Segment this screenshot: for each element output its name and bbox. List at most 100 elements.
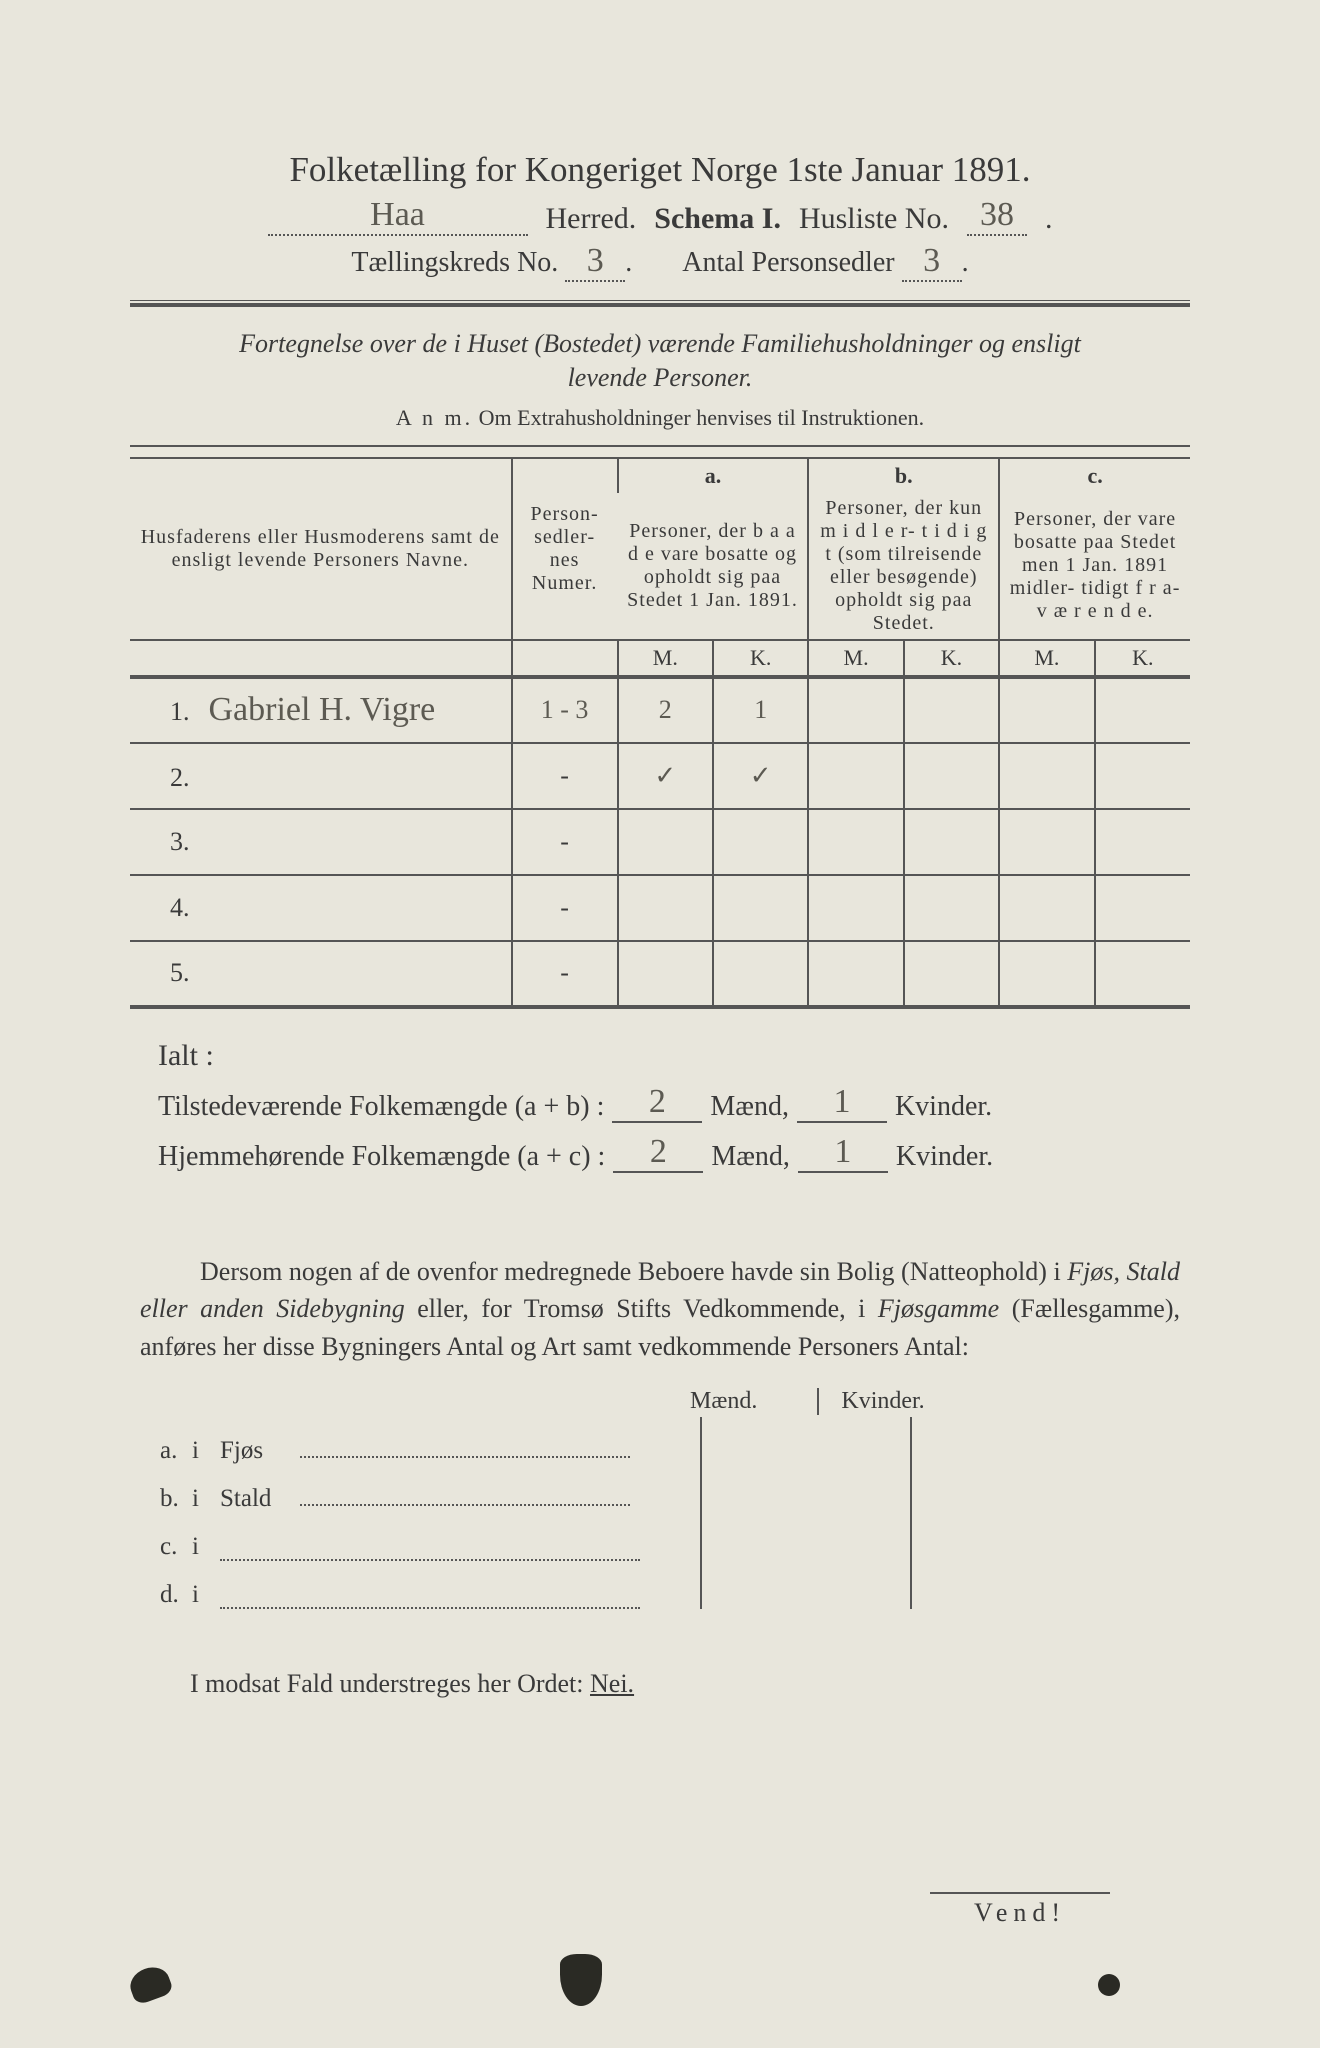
row-num: 1 - 3 — [512, 677, 618, 743]
ialt-label: Ialt : — [130, 1039, 1190, 1073]
kvinder-label-2: Kvinder. — [896, 1141, 993, 1173]
header-line-2: Haa Herred. Schema I. Husliste No. 38. — [130, 196, 1190, 236]
row-label: 1. — [170, 697, 202, 727]
d-i: i — [192, 1581, 220, 1609]
herred-name-field: Haa — [268, 196, 528, 236]
antal-no-field: 3 — [902, 242, 962, 282]
row-cM — [999, 677, 1094, 743]
c-label: c. — [160, 1533, 192, 1561]
row-cM — [999, 743, 1094, 809]
census-form-page: Folketælling for Kongeriget Norge 1ste J… — [0, 0, 1320, 2048]
table-row: 1. Gabriel H. Vigre 1 - 3 2 1 — [130, 677, 1190, 743]
sublist-row-d: d. i — [160, 1561, 1190, 1609]
b-txt: Stald — [220, 1485, 300, 1513]
b-dots — [300, 1484, 630, 1506]
kreds-no-field: 3 — [565, 242, 625, 282]
nei-text: I modsat Fald understreges her Ordet: — [190, 1669, 590, 1698]
c-i: i — [192, 1533, 220, 1561]
main-title: Folketælling for Kongeriget Norge 1ste J… — [130, 150, 1190, 190]
a-dots — [300, 1436, 630, 1458]
table-abc-row: Husfaderens eller Husmoderens samt de en… — [130, 458, 1190, 493]
col-b-header: Personer, der kun m i d l e r- t i d i g… — [808, 493, 999, 640]
row-bK — [904, 677, 999, 743]
paper-damage-icon — [560, 1954, 602, 2006]
row-bK — [904, 743, 999, 809]
hjemme-label: Hjemmehørende Folkemængde (a + c) : — [158, 1141, 605, 1173]
anm-line: A n m. Om Extrahusholdninger henvises ti… — [130, 405, 1190, 431]
c-K: K. — [1095, 640, 1190, 677]
row-label: 5. — [170, 958, 202, 988]
maend-label-2: Mænd, — [711, 1141, 790, 1173]
hjemme-maend: 2 — [613, 1133, 703, 1173]
husliste-no-field: 38 — [967, 196, 1027, 236]
row-aM: 2 — [618, 677, 713, 743]
a-txt: Fjøs — [220, 1437, 300, 1465]
kvinder-label-1: Kvinder. — [895, 1091, 992, 1123]
tilstede-label: Tilstedeværende Folkemængde (a + b) : — [158, 1091, 604, 1123]
table-mk-row: M. K. M. K. M. K. — [130, 640, 1190, 677]
sublist-row-b: b. i Stald — [160, 1465, 1190, 1513]
c-M: M. — [999, 640, 1094, 677]
row-aK: 1 — [713, 677, 808, 743]
b-K: K. — [904, 640, 999, 677]
herred-label: Herred. — [546, 202, 637, 236]
col-b-abc: b. — [808, 458, 999, 493]
a-K: K. — [713, 640, 808, 677]
col-a-abc: a. — [618, 458, 809, 493]
husliste-label: Husliste No. — [799, 202, 949, 236]
kvinder-head: Kvinder. — [817, 1388, 924, 1415]
sublist-row-c: c. i — [160, 1513, 1190, 1561]
antal-label: Antal Personsedler — [682, 247, 894, 278]
col-c-header: Personer, der vare bosatte paa Stedet me… — [999, 493, 1190, 640]
row-cK — [1095, 677, 1190, 743]
rule-above-table — [130, 445, 1190, 447]
row-num: - — [512, 743, 618, 809]
row-num: - — [512, 875, 618, 941]
schema-label: Schema I. — [654, 202, 781, 236]
a-i: i — [192, 1437, 220, 1465]
nei-word: Nei. — [590, 1669, 634, 1698]
tilstede-maend: 2 — [612, 1083, 702, 1123]
b-M: M. — [808, 640, 903, 677]
para-it2: Fjøsgamme — [878, 1294, 999, 1323]
row-label: 3. — [170, 827, 202, 857]
table-row: 3. - — [130, 809, 1190, 875]
maend-head: Mænd. — [690, 1388, 757, 1415]
row-label: 2. — [170, 763, 202, 793]
rule-top — [130, 300, 1190, 307]
kreds-label: Tællingskreds No. — [351, 247, 558, 278]
b-label: b. — [160, 1485, 192, 1513]
anm-text: Om Extrahusholdninger henvises til Instr… — [479, 405, 924, 430]
tilstede-line: Tilstedeværende Folkemængde (a + b) : 2 … — [130, 1083, 1190, 1123]
census-table: Husfaderens eller Husmoderens samt de en… — [130, 457, 1190, 1009]
table-row: 4. - — [130, 875, 1190, 941]
paper-damage-icon — [126, 1962, 175, 2006]
row-bM — [808, 743, 903, 809]
col-a-header: Personer, der b a a d e vare bosatte og … — [618, 493, 809, 640]
col-name-header: Husfaderens eller Husmoderens samt de en… — [130, 458, 512, 640]
paper-damage-icon — [1098, 1974, 1120, 1996]
hjemme-line: Hjemmehørende Folkemængde (a + c) : 2 Mæ… — [130, 1133, 1190, 1173]
row-num: - — [512, 809, 618, 875]
row-cK — [1095, 743, 1190, 809]
d-label: d. — [160, 1581, 192, 1609]
maend-label-1: Mænd, — [710, 1091, 789, 1123]
vend-label: Vend! — [930, 1892, 1110, 1928]
row-num: - — [512, 941, 618, 1007]
d-dots — [220, 1587, 640, 1609]
sublist-row-a: a. i Fjøs — [160, 1417, 1190, 1465]
c-dots — [220, 1539, 640, 1561]
row-aM: ✓ — [618, 743, 713, 809]
para-pre: Dersom nogen af de ovenfor medregnede Be… — [200, 1257, 1067, 1286]
para-mid: eller, for Tromsø Stifts Vedkommende, i — [417, 1294, 878, 1323]
sublist: a. i Fjøs b. i Stald c. i — [160, 1417, 1190, 1609]
nei-line: I modsat Fald understreges her Ordet: Ne… — [190, 1669, 1180, 1699]
table-row: 2. - ✓ ✓ — [130, 743, 1190, 809]
preamble-text: Fortegnelse over de i Huset (Bostedet) v… — [200, 327, 1120, 395]
b-i: i — [192, 1485, 220, 1513]
dwelling-paragraph: Dersom nogen af de ovenfor medregnede Be… — [140, 1253, 1180, 1366]
tilstede-kvinder: 1 — [797, 1083, 887, 1123]
row-bM — [808, 677, 903, 743]
hjemme-kvinder: 1 — [798, 1133, 888, 1173]
col-c-abc: c. — [999, 458, 1190, 493]
